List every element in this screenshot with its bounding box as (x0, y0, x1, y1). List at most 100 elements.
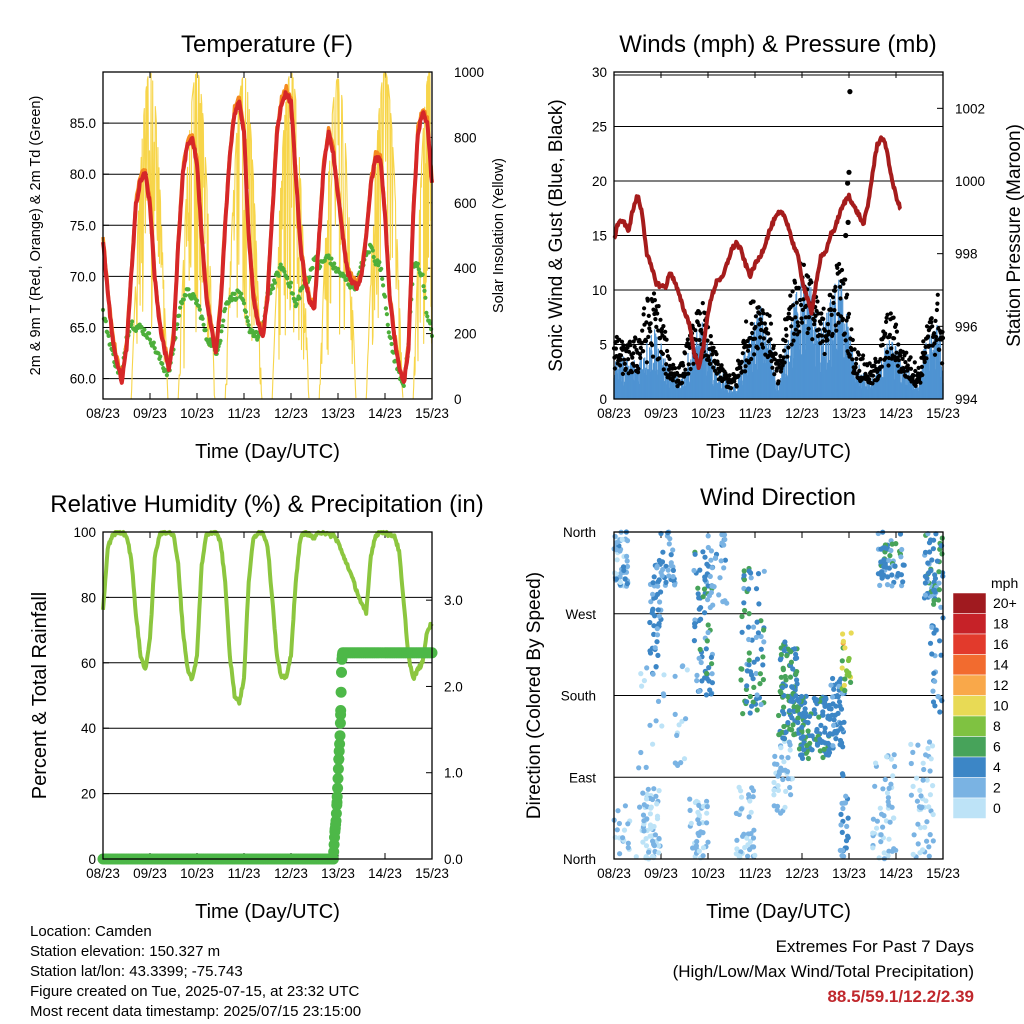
winddir-point (643, 854, 649, 860)
winds-gust-point (935, 292, 940, 297)
winds-gust-point (896, 342, 901, 347)
winddir-point (778, 674, 784, 680)
winddir-legend-swatch (952, 613, 987, 635)
winddir-point (924, 777, 930, 783)
winddir-point (796, 698, 802, 704)
winds-gust-point (698, 327, 704, 332)
winds-gust-point (666, 367, 672, 372)
winds-gust-point (644, 320, 649, 325)
rh-ylabel: Percent & Total Rainfall (29, 592, 51, 800)
winds-y2tick-label: 1000 (955, 174, 985, 189)
temp-dewpoint-point (156, 351, 161, 356)
winddir-point (625, 840, 631, 846)
winddir-point (691, 567, 697, 574)
temp-dewpoint-point (197, 307, 202, 312)
winds-gust-point (800, 307, 806, 312)
winddir-point (750, 788, 757, 794)
winddir-legend-swatch (952, 633, 987, 655)
rh-xtick-label: 09/23 (133, 866, 167, 881)
winds-xtick-label: 08/23 (597, 406, 631, 421)
winddir-point (809, 733, 815, 739)
winddir-point (929, 743, 936, 749)
winddir-point (622, 576, 628, 582)
winddir-point (736, 853, 742, 859)
winddir-point (650, 671, 656, 677)
temp-dewpoint-point (380, 276, 385, 281)
winds-gust-point (894, 350, 899, 355)
winds-gust-point (933, 334, 939, 339)
winddir-point (640, 790, 646, 796)
winds-ytick-label: 10 (592, 283, 607, 298)
winddir-point (694, 678, 700, 684)
winddir-point (914, 798, 921, 804)
winddir-legend: mph 20+ 18 16 14 12 10 8 6 4 2 0 (952, 575, 1018, 819)
winddir-point (656, 835, 662, 842)
winds-ytick-label: 0 (599, 392, 607, 407)
winddir-point (891, 752, 897, 758)
winddir-point (848, 630, 854, 636)
temp-dewpoint-point (294, 302, 299, 307)
winds-gust-point (799, 316, 804, 321)
winddir-point (885, 795, 892, 801)
winds-gust-point (697, 323, 702, 328)
winddir-point (650, 580, 656, 586)
winddir-point (802, 710, 809, 716)
winds-gust-point (901, 369, 907, 374)
winddir-point (845, 815, 851, 821)
winds-gust-point (780, 363, 785, 368)
winddir-point (746, 657, 752, 663)
winds-gust-point (919, 364, 925, 369)
winddir-point (651, 631, 657, 638)
winds-gust-point (638, 345, 643, 350)
winddir-point (932, 588, 938, 594)
winds-gust-point (783, 338, 788, 344)
figure-created: Figure created on Tue, 2025-07-15, at 23… (30, 983, 360, 1000)
winds-gust-point (845, 180, 851, 186)
winddir-point (742, 607, 748, 614)
winds-gust-point (614, 334, 619, 340)
winddir-point (821, 746, 827, 752)
winds-gust-point (764, 326, 769, 332)
winds-gust-point (758, 317, 763, 322)
winddir-point (788, 649, 794, 655)
winddir-point (740, 711, 746, 717)
rh-xtick-label: 14/23 (368, 866, 402, 881)
winds-xtick-label: 10/23 (691, 406, 725, 421)
winds-gust-point (870, 381, 875, 386)
temp-dewpoint-point (103, 319, 108, 324)
winds-gust-point (838, 296, 843, 301)
winddir-point (696, 606, 702, 612)
winddir-point (931, 670, 937, 676)
winds-gust-point (786, 345, 791, 350)
winddir-point (886, 802, 892, 808)
winds-gust-point (834, 328, 839, 333)
winddir-legend-label: 6 (993, 739, 1001, 755)
winddir-point (841, 719, 847, 725)
winddir-point (692, 799, 699, 806)
winds-gust-point (742, 341, 747, 346)
winddir-point (670, 567, 677, 574)
winddir-point (661, 693, 667, 699)
winddir-point (795, 719, 801, 726)
winddir-point (615, 808, 621, 814)
temp-dewpoint-point (342, 274, 347, 279)
winddir-point (761, 627, 767, 633)
winddir-point (733, 810, 740, 817)
winds-gust-point (656, 304, 661, 309)
winds-gust-point (642, 306, 647, 311)
temp-dewpoint-point (183, 293, 188, 298)
winds-gust-point (846, 311, 852, 316)
winddir-point (930, 783, 936, 789)
winddir-point (814, 728, 820, 735)
winds-pressure-line (612, 135, 903, 370)
winddir-point (937, 709, 943, 715)
winddir-point (750, 699, 756, 705)
temp-xlabel: Time (Day/UTC) (195, 441, 340, 463)
winddir-point (653, 718, 659, 724)
winds-gust-point (789, 342, 794, 347)
winddir-point (745, 842, 751, 848)
temp-dewpoint-point (243, 309, 248, 314)
winds-gust-point (810, 337, 815, 342)
winds-gust-point (832, 288, 838, 293)
winddir-point (707, 604, 713, 611)
